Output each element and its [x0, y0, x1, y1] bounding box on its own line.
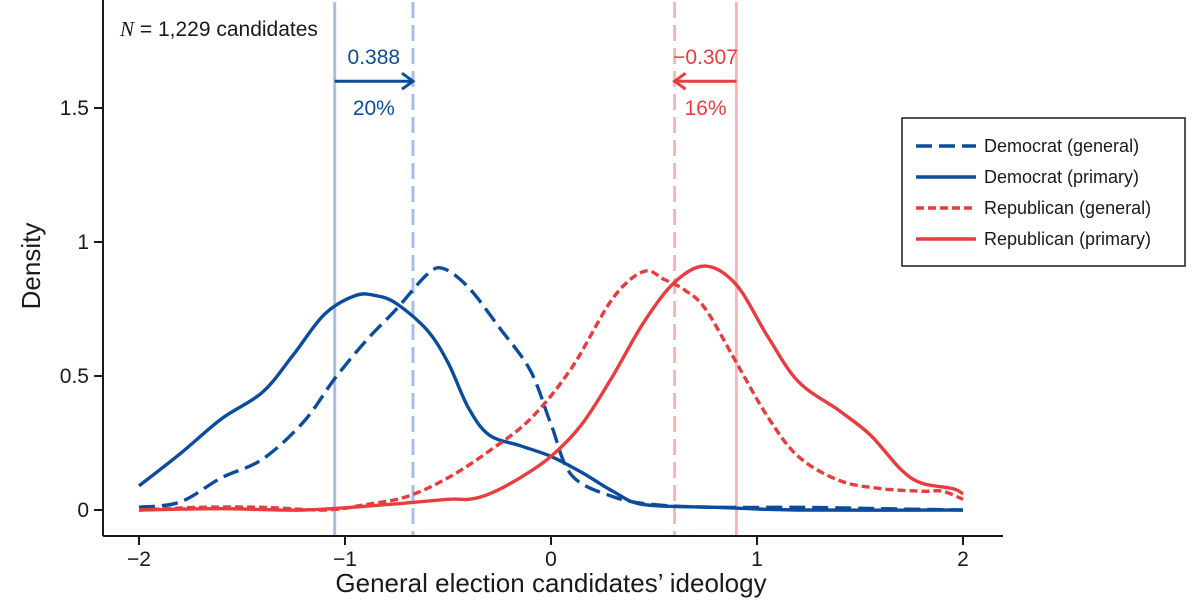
- x-tick-label: −1: [333, 548, 357, 571]
- legend-label: Republican (general): [984, 198, 1151, 218]
- sample-size-note: N = 1,229 candidates: [119, 17, 318, 41]
- x-axis-title: General election candidates’ ideology: [335, 568, 766, 598]
- y-tick-label: 0.5: [60, 365, 89, 388]
- rep-shift-value: −0.307: [673, 46, 738, 69]
- republican-primary-curve: [138, 264, 964, 512]
- y-tick-label: 0: [77, 499, 89, 522]
- y-tick-label: 1.5: [60, 97, 89, 120]
- dem-shift-percent: 20%: [353, 97, 395, 120]
- democrat-primary-curve: [137, 292, 964, 512]
- mean-lines: [333, 2, 738, 536]
- y-tick-label: 1: [77, 231, 89, 254]
- y-axis-title: Density: [16, 223, 46, 310]
- x-tick-label: 0: [545, 548, 557, 571]
- legend-label: Republican (primary): [984, 229, 1151, 249]
- sample-size-variable: N: [119, 17, 135, 41]
- legend: Democrat (general) Democrat (primary) Repu…: [901, 117, 1186, 267]
- x-tick-label: 1: [751, 548, 763, 571]
- democrat-general-curve: [138, 266, 964, 512]
- rep-shift-percent: 16%: [684, 97, 726, 120]
- density-series: [137, 264, 964, 512]
- axes: 0 0.5 1 1.5 −2 −1 0 1 2: [60, 0, 1003, 571]
- legend-label: Democrat (general): [984, 136, 1139, 156]
- sample-size-text: = 1,229 candidates: [134, 18, 318, 41]
- shift-annotations: 0.388 20% −0.307 16%: [334, 46, 738, 120]
- x-tick-label: −2: [127, 548, 151, 571]
- rep-shift-arrow-head: [672, 71, 687, 91]
- dem-shift-arrow-head: [401, 71, 416, 91]
- legend-box: [901, 117, 1186, 267]
- dem-shift-value: 0.388: [348, 46, 401, 69]
- legend-label: Democrat (primary): [984, 167, 1139, 187]
- x-tick-label: 2: [957, 548, 969, 571]
